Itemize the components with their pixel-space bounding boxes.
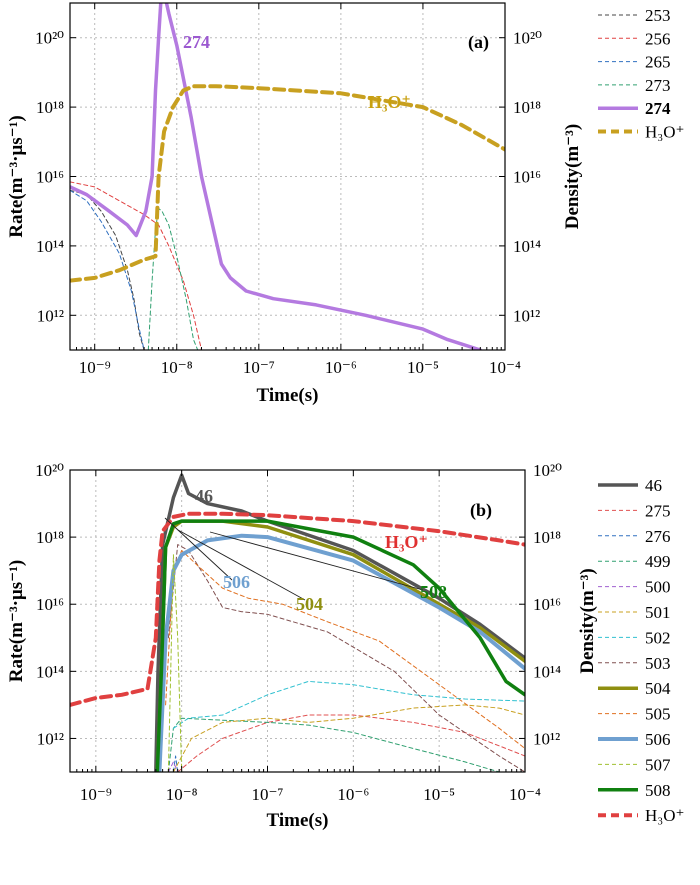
annotation-leader <box>209 531 424 591</box>
y-tick-label-right: 10¹⁴ <box>533 662 561 681</box>
x-tick-label: 10⁻⁴ <box>489 358 521 377</box>
x-tick-label: 10⁻⁷ <box>243 358 275 377</box>
legend-label: 275 <box>645 501 671 520</box>
annotation-label: H₃O⁺ <box>368 92 411 112</box>
legend-label: 253 <box>645 6 671 25</box>
series-line-265 <box>70 189 145 350</box>
legend: 253 256 265 273 274 H₃O⁺ <box>598 6 684 142</box>
series-line-276 <box>172 755 179 772</box>
series-line-499 <box>167 717 500 772</box>
legend-label: 499 <box>645 552 671 571</box>
legend-label: 505 <box>645 705 671 724</box>
y-tick-label-right: 10¹² <box>533 729 560 748</box>
legend-label: 506 <box>645 730 671 749</box>
legend-label: 503 <box>645 654 671 673</box>
legend-label: 273 <box>645 76 671 95</box>
series-line-H₃O⁺ <box>70 511 525 707</box>
y-axis-label-right: Density(m⁻³) <box>577 568 598 673</box>
y-axis-label-right: Density(m⁻³) <box>562 124 583 229</box>
annotation-label: 504 <box>296 594 323 614</box>
series-line-253 <box>70 189 145 350</box>
legend-label: 265 <box>645 53 671 72</box>
series-line-507 <box>167 554 183 772</box>
y-tick-label-right: 10¹⁸ <box>513 98 541 117</box>
series-line-503 <box>167 544 525 772</box>
x-axis-label: Time(s) <box>267 810 329 831</box>
y-tick-label-right: 10¹⁴ <box>513 237 541 256</box>
x-tick-label: 10⁻⁹ <box>79 358 111 377</box>
annotation-leader <box>164 517 233 581</box>
annotation-label: 46 <box>195 486 213 506</box>
x-axis-label: Time(s) <box>257 385 319 406</box>
annotation-leader <box>177 529 306 601</box>
y-tick-label-right: 10¹⁸ <box>533 528 561 547</box>
legend-label: 502 <box>645 628 671 647</box>
y-tick-label-left: 10²⁰ <box>35 461 64 480</box>
panel-b: 10⁻⁹ 10⁻⁸ 10⁻⁷ 10⁻⁶ 10⁻⁵ 10⁻⁴ 10¹² 10¹² 10¹⁴ 10¹⁴… <box>6 461 684 831</box>
y-axis-label-left: Rate(m⁻³·μs⁻¹) <box>6 115 27 237</box>
legend-label: 507 <box>645 755 671 774</box>
grid <box>70 3 506 350</box>
annotation-label: H₃O⁺ <box>385 532 428 552</box>
x-tick-label: 10⁻⁸ <box>166 785 198 804</box>
plot-frame <box>69 469 526 773</box>
series-line-274 <box>70 3 483 350</box>
y-tick-label-right: 10¹⁶ <box>533 595 561 614</box>
annotation-label: 274 <box>183 32 210 52</box>
series-line-505 <box>165 550 525 749</box>
annotation-label: 506 <box>223 572 250 592</box>
y-tick-label-left: 10¹⁸ <box>36 528 64 547</box>
panel-label: (a) <box>468 32 489 53</box>
legend-label: H₃O⁺ <box>645 123 684 142</box>
legend-label: 501 <box>645 603 671 622</box>
panel-label: (b) <box>470 500 492 521</box>
y-tick-label-right: 10¹² <box>513 306 540 325</box>
legend: 46 275 276 499 500 501 502 503 504 505 506 507 508 H₃… <box>598 476 684 825</box>
legend-label: 500 <box>645 578 671 597</box>
panel-a: 10⁻⁹ 10⁻⁸ 10⁻⁷ 10⁻⁶ 10⁻⁵ 10⁻⁴ 10¹² 10¹² 10¹⁴ 10¹⁴… <box>6 2 684 406</box>
series-line-H₃O⁺ <box>70 84 505 283</box>
y-tick-label-left: 10¹² <box>37 306 64 325</box>
legend-label: 504 <box>645 679 671 698</box>
x-tick-label: 10⁻⁸ <box>161 358 193 377</box>
series-line-500 <box>167 761 179 772</box>
legend-label: 46 <box>645 476 662 495</box>
x-tick-label: 10⁻⁶ <box>325 358 357 377</box>
series-group <box>70 473 525 772</box>
y-tick-label-left: 10¹⁴ <box>36 662 64 681</box>
legend-label: H₃O⁺ <box>645 806 684 825</box>
y-tick-label-left: 10¹² <box>37 729 64 748</box>
series-line-508 <box>155 519 525 772</box>
y-tick-label-left: 10¹⁶ <box>36 595 64 614</box>
x-tick-label: 10⁻⁶ <box>337 785 369 804</box>
legend-label: 508 <box>645 781 671 800</box>
y-tick-label-right: 10²⁰ <box>533 461 562 480</box>
x-tick-label: 10⁻⁹ <box>80 785 112 804</box>
series-line-256 <box>70 181 202 350</box>
y-tick-label-left: 10¹⁸ <box>36 98 64 117</box>
series-line-275 <box>177 714 525 772</box>
y-tick-label-left: 10¹⁴ <box>36 237 64 256</box>
y-axis-label-left: Rate(m⁻³·μs⁻¹) <box>6 560 27 682</box>
y-tick-label-left: 10²⁰ <box>35 29 64 48</box>
y-tick-label-left: 10¹⁶ <box>36 168 64 187</box>
legend-label: 276 <box>645 527 671 546</box>
x-tick-label: 10⁻⁴ <box>509 785 541 804</box>
series-line-501 <box>172 704 525 772</box>
series-line-502 <box>172 680 525 729</box>
series-group <box>70 3 505 350</box>
y-tick-label-right: 10¹⁶ <box>513 168 541 187</box>
x-tick-label: 10⁻⁷ <box>252 785 284 804</box>
y-tick-label-right: 10²⁰ <box>513 29 542 48</box>
x-tick-label: 10⁻⁵ <box>423 785 455 804</box>
x-tick-label: 10⁻⁵ <box>407 358 439 377</box>
legend-label: 274 <box>645 99 671 118</box>
legend-label: 256 <box>645 29 671 48</box>
annotation-label: 508 <box>420 582 447 602</box>
series-line-506 <box>157 533 525 772</box>
